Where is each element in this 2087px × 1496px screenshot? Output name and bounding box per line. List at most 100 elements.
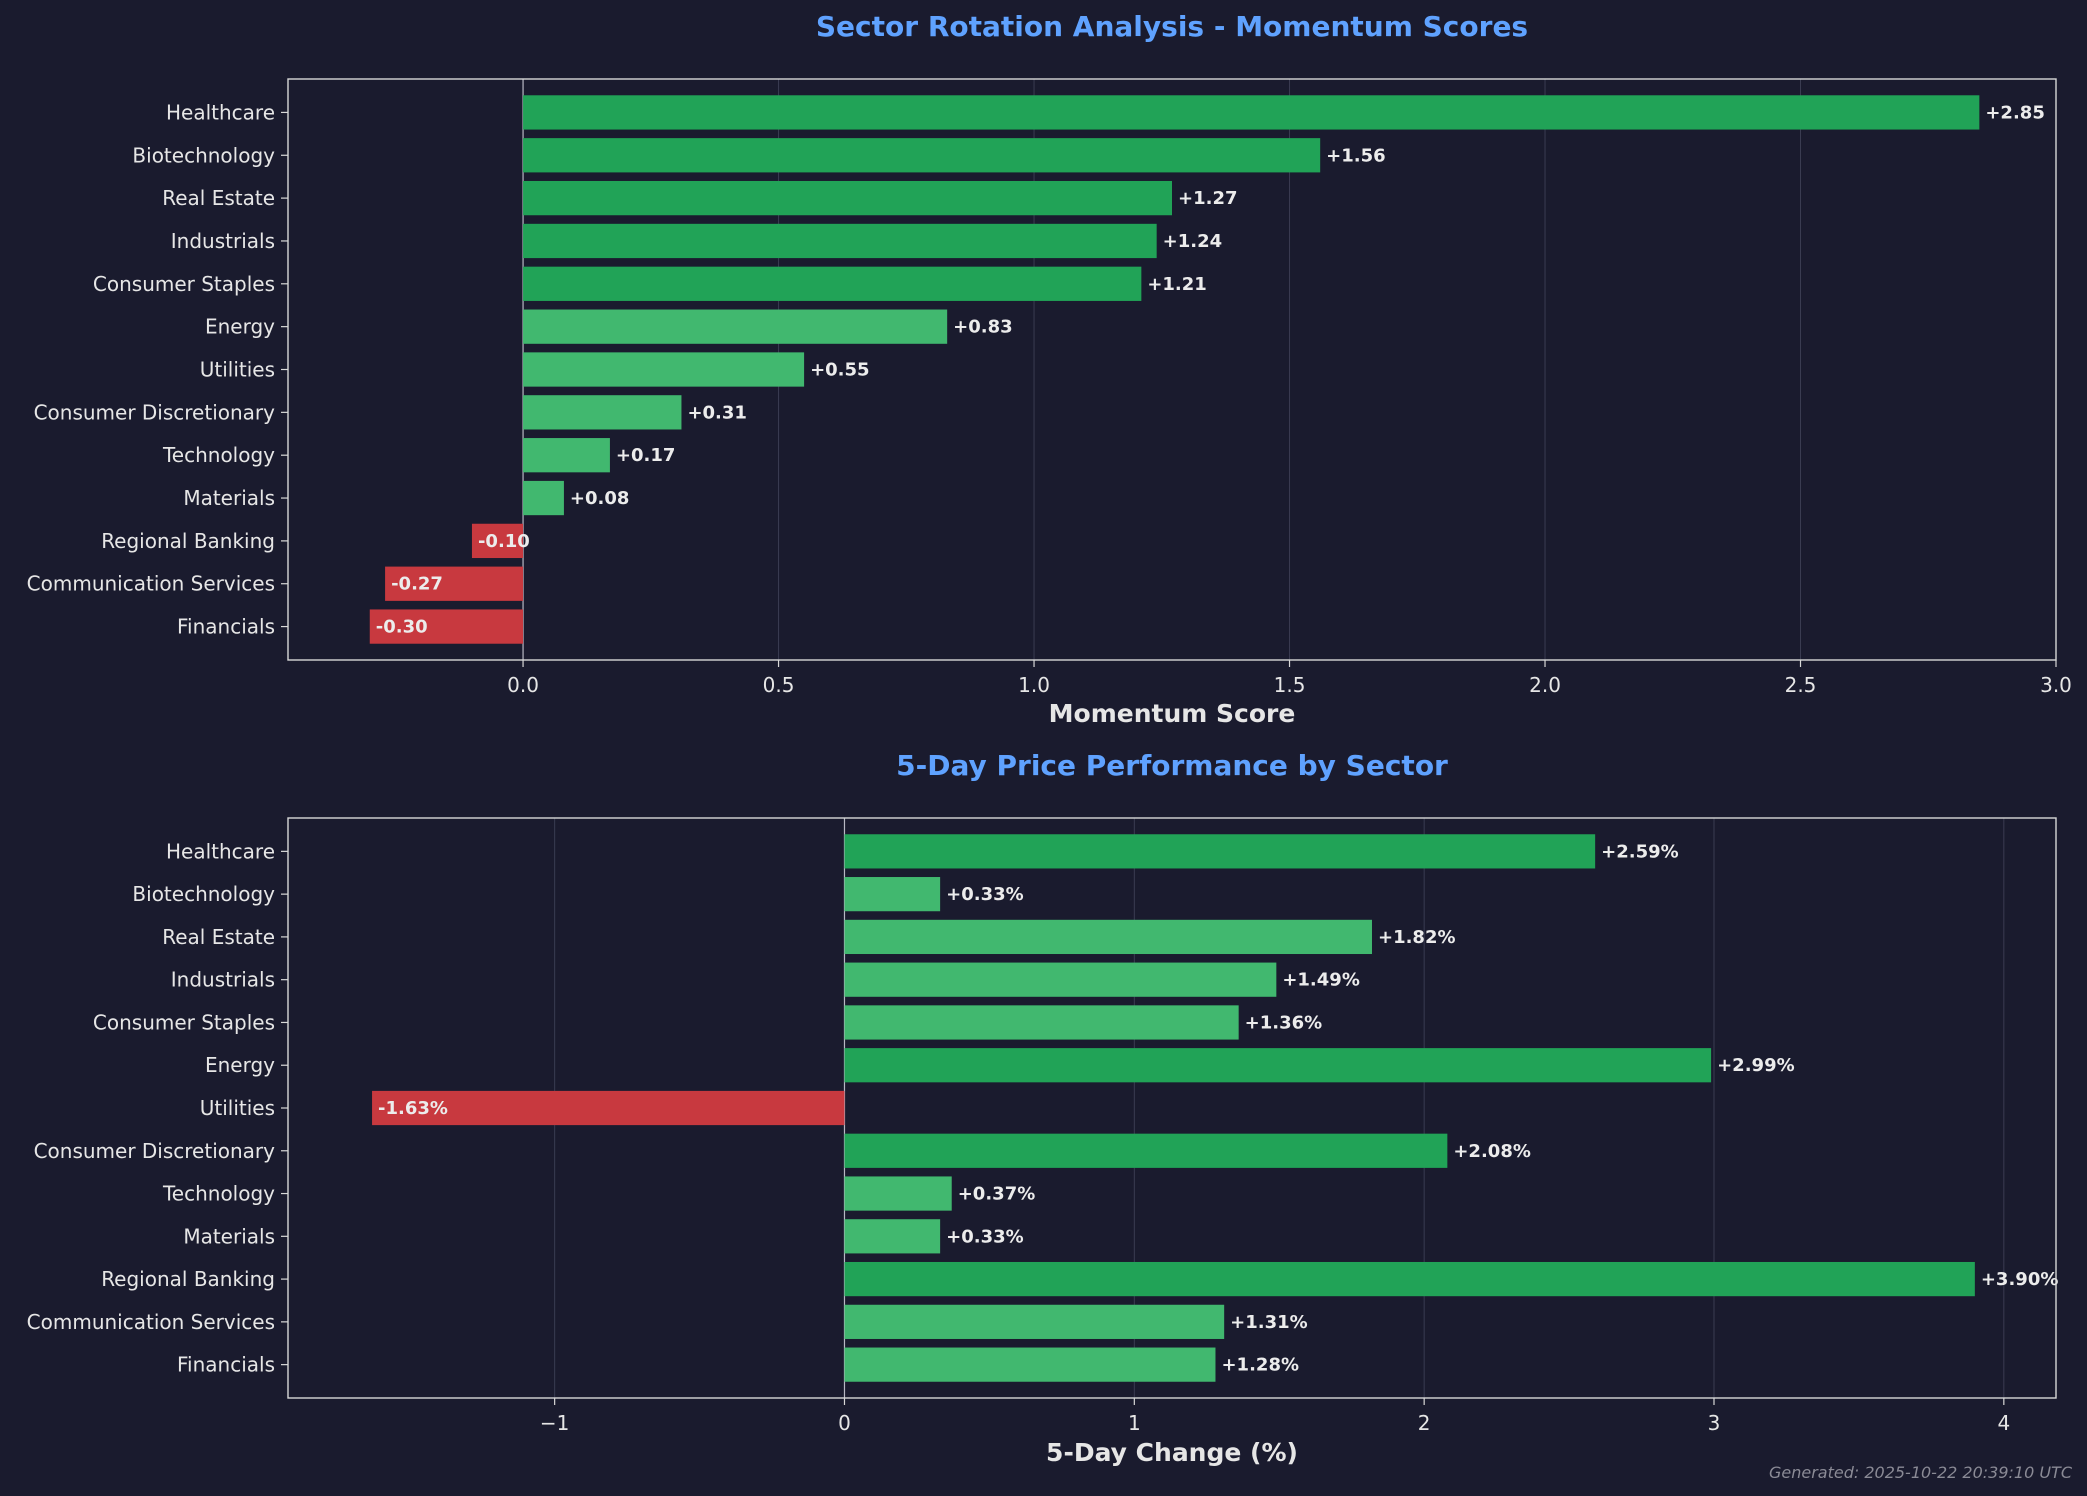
performance-category-label: Biotechnology	[132, 882, 275, 906]
momentum-value-label: +1.24	[1163, 231, 1223, 252]
momentum-category-label: Consumer Staples	[93, 272, 275, 296]
performance-category-label: Financials	[177, 1353, 275, 1377]
momentum-value-label: -0.10	[478, 531, 530, 552]
momentum-bar-consumer-staples	[523, 266, 1142, 301]
momentum-bar-energy	[523, 309, 948, 344]
momentum-value-label: +1.56	[1326, 145, 1386, 166]
momentum-value-label: +0.83	[953, 317, 1013, 338]
performance-value-label: +0.33%	[946, 884, 1024, 905]
performance-category-label: Energy	[205, 1053, 275, 1077]
performance-category-label: Materials	[183, 1224, 275, 1248]
momentum-chart: Sector Rotation Analysis - Momentum Scor…	[27, 10, 2072, 728]
performance-value-label: +2.08%	[1453, 1141, 1531, 1162]
momentum-value-label: -0.27	[391, 574, 443, 595]
momentum-tick-label: 2.5	[1785, 673, 1817, 697]
momentum-chart-title: Sector Rotation Analysis - Momentum Scor…	[816, 10, 1528, 43]
performance-tick-label: 1	[1128, 1411, 1141, 1435]
performance-category-label: Industrials	[171, 968, 275, 992]
performance-value-label: +0.33%	[946, 1226, 1024, 1247]
performance-category-label: Utilities	[200, 1096, 275, 1120]
performance-bar-utilities	[372, 1090, 845, 1126]
momentum-category-label: Healthcare	[166, 100, 275, 124]
performance-category-label: Real Estate	[162, 925, 275, 949]
momentum-bar-regional-banking	[471, 523, 524, 559]
performance-bar-consumer-discretionary	[844, 1133, 1448, 1168]
momentum-value-label: +0.31	[687, 402, 747, 423]
performance-tick-label: 4	[1997, 1411, 2010, 1435]
momentum-value-label: +0.08	[570, 488, 630, 509]
momentum-category-label: Biotechnology	[132, 143, 275, 167]
performance-bar-technology	[844, 1176, 952, 1211]
momentum-bar-financials	[369, 609, 524, 644]
performance-category-label: Communication Services	[27, 1310, 275, 1334]
generated-timestamp: Generated: 2025-10-22 20:39:10 UTC	[1769, 1463, 2073, 1482]
performance-bar-energy	[844, 1048, 1712, 1083]
momentum-value-label: -0.30	[376, 617, 428, 638]
momentum-tick-label: 3.0	[2040, 673, 2072, 697]
performance-plot-frame	[287, 817, 2057, 1399]
momentum-tick-label: 2.0	[1529, 673, 1561, 697]
momentum-category-label: Consumer Discretionary	[34, 400, 276, 424]
performance-value-label: +1.36%	[1245, 1012, 1323, 1033]
momentum-bar-industrials	[523, 223, 1157, 259]
momentum-value-label: +1.27	[1178, 188, 1238, 209]
performance-chart-title: 5-Day Price Performance by Sector	[896, 749, 1448, 782]
momentum-tick-label: 0.5	[763, 673, 795, 697]
performance-bar-materials	[844, 1219, 941, 1254]
performance-bar-financials	[844, 1347, 1216, 1382]
performance-value-label: +1.31%	[1230, 1312, 1308, 1333]
momentum-value-label: +0.17	[616, 445, 676, 466]
momentum-bar-materials	[523, 480, 564, 516]
performance-category-label: Technology	[162, 1182, 275, 1206]
performance-value-label: +3.90%	[1981, 1269, 2059, 1290]
momentum-plot-area: Healthcare +2.85 Biotechnology +1.56 Real Es…	[27, 78, 2072, 697]
momentum-value-label: +0.55	[810, 360, 870, 381]
performance-value-label: +0.37%	[958, 1184, 1036, 1205]
momentum-value-label: +2.85	[1985, 102, 2045, 123]
performance-category-label: Consumer Discretionary	[34, 1139, 276, 1163]
momentum-category-label: Materials	[183, 486, 275, 510]
momentum-category-label: Real Estate	[162, 186, 275, 210]
performance-value-label: +1.28%	[1221, 1355, 1299, 1376]
performance-plot-area: Healthcare +2.59% Biotechnology +0.33% Real …	[27, 817, 2059, 1435]
momentum-category-label: Energy	[205, 315, 275, 339]
momentum-bar-consumer-discretionary	[523, 395, 682, 430]
performance-bar-regional-banking	[844, 1261, 1975, 1297]
momentum-bar-communication-services	[385, 566, 524, 601]
performance-category-label: Healthcare	[166, 839, 275, 863]
performance-bar-communication-services	[844, 1304, 1225, 1339]
performance-value-label: -1.63%	[378, 1098, 448, 1119]
performance-value-label: +1.82%	[1378, 927, 1456, 948]
performance-chart: 5-Day Price Performance by Sector Health…	[27, 749, 2059, 1467]
performance-tick-label: 0	[838, 1411, 851, 1435]
momentum-bar-utilities	[523, 352, 805, 387]
momentum-tick-label: 1.0	[1018, 673, 1050, 697]
performance-tick-label: 2	[1418, 1411, 1431, 1435]
momentum-x-axis-label: Momentum Score	[1049, 699, 1296, 728]
momentum-value-label: +1.21	[1147, 274, 1207, 295]
performance-value-label: +2.59%	[1601, 841, 1679, 862]
momentum-category-label: Utilities	[200, 358, 275, 382]
performance-category-label: Consumer Staples	[93, 1010, 275, 1034]
performance-bar-consumer-staples	[844, 1005, 1239, 1040]
performance-tick-label: −1	[540, 1411, 569, 1435]
performance-value-label: +1.49%	[1282, 970, 1360, 991]
performance-bar-real-estate	[844, 919, 1372, 955]
momentum-bar-healthcare	[523, 95, 1980, 130]
momentum-category-label: Communication Services	[27, 572, 275, 596]
momentum-bar-biotechnology	[523, 138, 1321, 173]
performance-bar-healthcare	[844, 834, 1596, 869]
performance-x-axis-label: 5-Day Change (%)	[1046, 1438, 1298, 1467]
momentum-bar-real-estate	[523, 180, 1172, 216]
performance-category-label: Regional Banking	[101, 1267, 275, 1291]
momentum-tick-label: 1.5	[1274, 673, 1306, 697]
momentum-tick-label: 0.0	[507, 673, 539, 697]
performance-bar-industrials	[844, 962, 1277, 997]
momentum-category-label: Industrials	[171, 229, 275, 253]
performance-tick-label: 3	[1708, 1411, 1721, 1435]
momentum-bar-technology	[523, 438, 610, 473]
momentum-category-label: Financials	[177, 615, 275, 639]
momentum-plot-frame	[287, 78, 2057, 661]
performance-bar-biotechnology	[844, 877, 941, 912]
